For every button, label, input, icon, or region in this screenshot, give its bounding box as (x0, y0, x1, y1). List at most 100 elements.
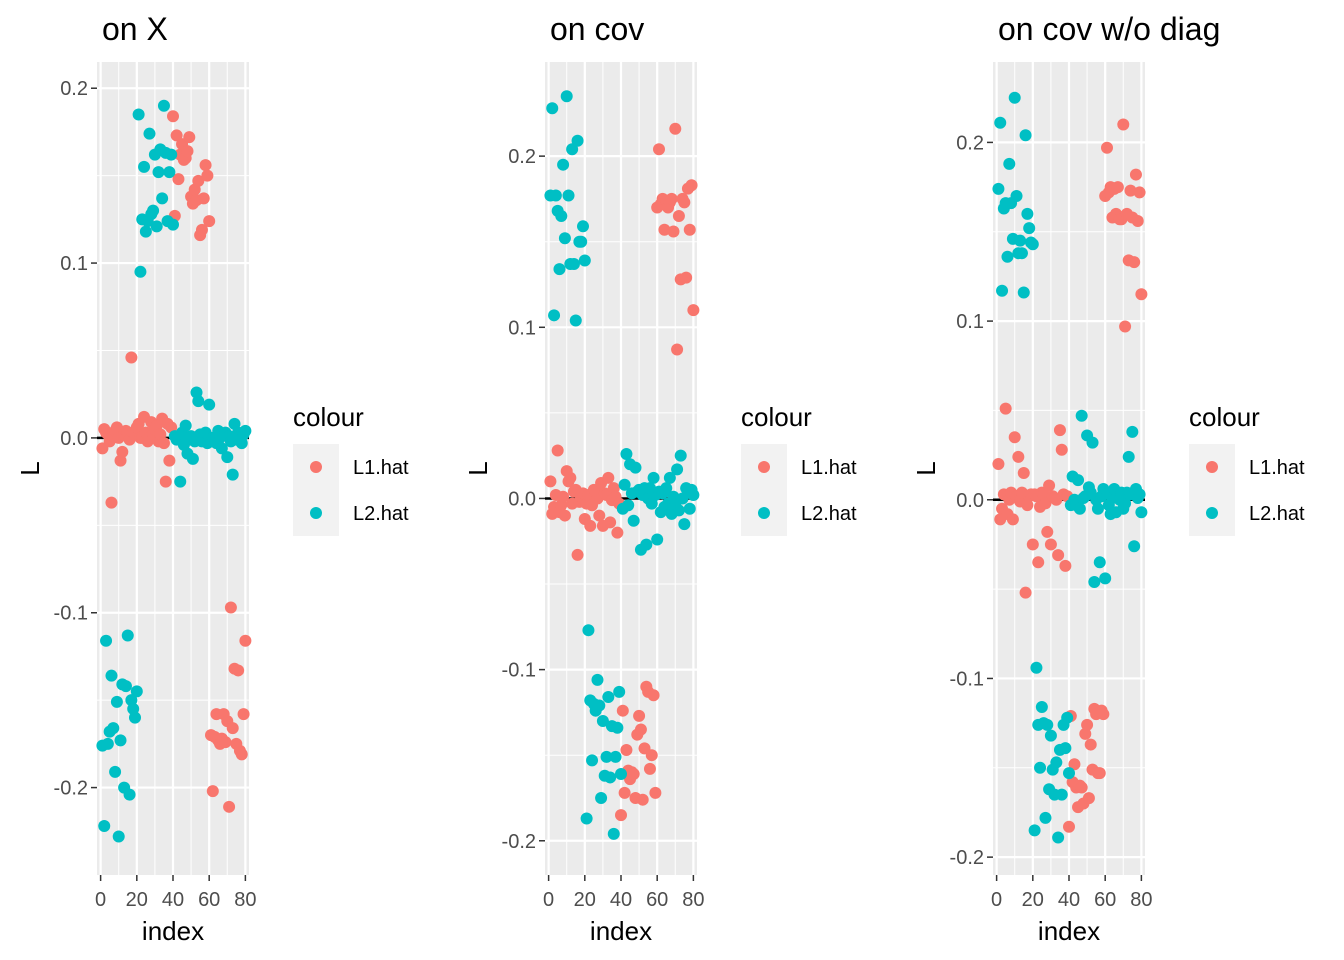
point-L1-hat (167, 110, 179, 123)
point-L2-hat (620, 447, 633, 460)
point-L1-hat (1006, 513, 1019, 526)
point-L1-hat (558, 509, 571, 522)
point-L1-hat (571, 548, 584, 561)
point-L1-hat (672, 210, 685, 223)
point-L2-hat (130, 685, 143, 698)
legend-label: L2.hat (353, 503, 409, 525)
x-tick-label: 60 (1094, 889, 1116, 911)
point-L2-hat (687, 489, 700, 502)
legend-key-L2-hat (758, 507, 770, 519)
point-L2-hat (562, 189, 575, 202)
legend-label: L1.hat (353, 457, 409, 479)
legend-label: L1.hat (1249, 457, 1305, 479)
point-L1-hat (1135, 288, 1148, 301)
point-L2-hat (609, 750, 622, 763)
point-L2-hat (121, 629, 134, 642)
point-L2-hat (98, 820, 111, 833)
point-L2-hat (611, 721, 624, 734)
panel-title: on cov w/o diag (998, 11, 1220, 47)
y-tick-label: 0.1 (60, 253, 88, 275)
point-L1-hat (658, 223, 671, 236)
point-L1-hat (219, 736, 232, 749)
point-L1-hat (183, 131, 196, 144)
y-tick-label: 0.2 (508, 146, 536, 168)
point-L1-hat (1119, 320, 1132, 333)
y-tick-label: -0.2 (502, 831, 536, 853)
point-L2-hat (179, 419, 192, 432)
x-tick-label: 20 (574, 889, 596, 911)
point-L1-hat (633, 709, 646, 722)
y-tick-label: 0.0 (508, 488, 536, 510)
point-L2-hat (143, 127, 156, 140)
point-L2-hat (549, 189, 562, 202)
point-L2-hat (167, 218, 179, 231)
point-L2-hat (600, 750, 613, 763)
point-L2-hat (591, 673, 604, 686)
point-L1-hat (1075, 781, 1088, 794)
point-L1-hat (683, 223, 696, 236)
point-L2-hat (558, 232, 571, 245)
point-L2-hat (546, 102, 559, 115)
point-L1-hat (1111, 181, 1124, 194)
point-L2-hat (1028, 824, 1041, 837)
point-L2-hat (1128, 540, 1141, 553)
point-L2-hat (586, 754, 599, 767)
point-L2-hat (1001, 250, 1014, 263)
point-L2-hat (1015, 247, 1028, 260)
point-L1-hat (181, 145, 194, 158)
point-L2-hat (596, 714, 609, 727)
legend-key-L1-hat (310, 461, 322, 473)
point-L1-hat (1055, 443, 1068, 456)
point-L1-hat (226, 722, 239, 735)
point-L1-hat (671, 343, 684, 356)
point-L2-hat (1073, 502, 1086, 515)
point-L2-hat (672, 504, 685, 517)
point-L2-hat (152, 166, 165, 179)
point-L2-hat (647, 471, 660, 484)
y-tick-label: 0.1 (508, 317, 536, 339)
legend: colour L1.hat L2.hat (741, 402, 857, 536)
point-L1-hat (602, 471, 615, 484)
point-L1-hat (604, 516, 617, 529)
x-tick-label: 60 (198, 889, 220, 911)
point-L1-hat (1037, 488, 1050, 501)
point-L1-hat (647, 689, 660, 702)
point-L2-hat (580, 812, 593, 825)
legend-title: colour (741, 402, 812, 432)
point-L1-hat (669, 122, 682, 135)
point-L1-hat (157, 437, 170, 450)
point-L1-hat (1082, 792, 1095, 805)
point-L2-hat (575, 235, 588, 248)
point-L2-hat (129, 711, 141, 724)
point-L1-hat (618, 786, 631, 799)
point-L2-hat (1099, 572, 1112, 585)
point-L1-hat (163, 454, 176, 467)
point-L1-hat (1021, 499, 1034, 512)
point-L2-hat (1014, 234, 1027, 247)
point-L2-hat (578, 254, 591, 267)
point-L1-hat (557, 490, 570, 503)
point-L1-hat (224, 601, 237, 614)
point-L1-hat (680, 271, 693, 284)
point-L1-hat (203, 215, 216, 228)
point-L2-hat (613, 685, 626, 698)
y-tick-label: 0.1 (956, 311, 984, 333)
point-L2-hat (123, 788, 136, 801)
point-L1-hat (999, 402, 1012, 415)
point-L2-hat (1010, 190, 1023, 203)
y-axis-title: L (15, 461, 45, 475)
point-L1-hat (195, 223, 208, 236)
point-L2-hat (553, 263, 566, 276)
y-axis-title: L (463, 461, 493, 475)
point-L2-hat (1135, 506, 1148, 519)
point-L2-hat (221, 451, 234, 464)
point-L1-hat (544, 475, 557, 488)
point-L1-hat (1131, 215, 1144, 228)
point-L2-hat (1059, 742, 1072, 755)
point-L2-hat (1126, 425, 1139, 438)
point-L1-hat (616, 704, 629, 717)
panel-title: on cov (550, 11, 644, 47)
point-L2-hat (114, 734, 127, 747)
x-axis-title: index (590, 916, 652, 946)
